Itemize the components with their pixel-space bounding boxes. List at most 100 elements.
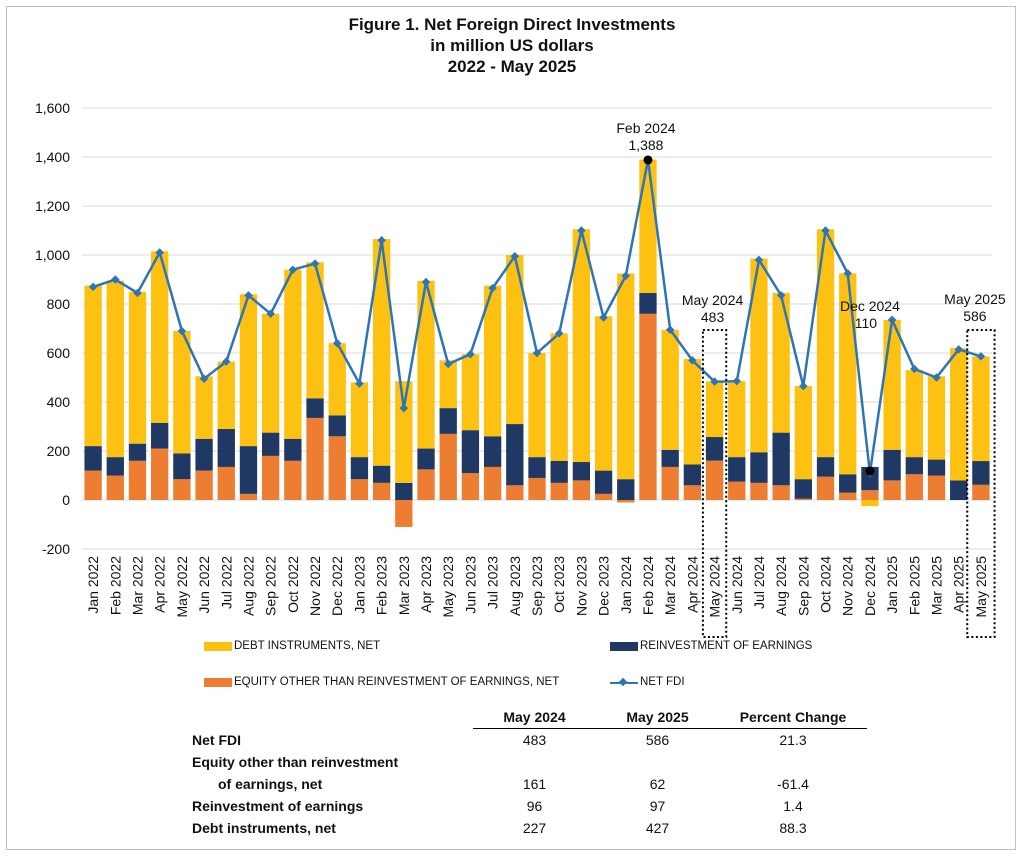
bar-reinvestment-of-earnings: [439, 408, 457, 434]
x-tick-label: Feb 2023: [374, 556, 390, 615]
bar-debt-instruments-net: [861, 500, 879, 507]
bar-reinvestment-of-earnings: [239, 446, 258, 494]
legend-swatch-reinvestment: [610, 641, 638, 651]
y-tick-label: 400: [47, 394, 71, 410]
bar-equity-other-than-reinvestment-of-earnings-net: [750, 482, 768, 500]
net-fdi-point: [887, 315, 897, 325]
bar-debt-instruments-net: [550, 333, 568, 461]
bar-reinvestment-of-earnings: [217, 428, 235, 467]
net-fdi-point: [222, 357, 231, 366]
x-tick-label: Nov 2022: [307, 556, 323, 616]
bar-equity-other-than-reinvestment-of-earnings-net: [372, 482, 391, 500]
fdi-chart: -200 0 200 400 600 800 1,000 1,200 1,400 1,600 Jan…: [35, 100, 1006, 638]
bar-reinvestment-of-earnings: [350, 457, 369, 480]
y-tick-label: 1,600: [35, 100, 70, 116]
annotation-may-2025-value: 586: [963, 308, 987, 324]
x-tick-label: Dec 2023: [596, 556, 612, 616]
legend-item-equity: EQUITY OTHER THAN REINVESTMENT OF EARNIN…: [204, 676, 559, 688]
bar-debt-instruments-net: [950, 348, 968, 481]
bar-reinvestment-of-earnings: [816, 457, 835, 477]
bar-debt-instruments-net: [128, 291, 147, 444]
table-row: Equity other than reinvestment: [192, 751, 867, 773]
cell-value: 88.3: [779, 820, 807, 836]
legend-swatch-equity: [204, 677, 232, 687]
bar-debt-instruments-net: [572, 229, 591, 463]
cell-value: 62: [649, 776, 666, 792]
x-tick-label: May 2025: [973, 556, 989, 618]
y-tick-label: 0: [62, 492, 70, 508]
bar-equity-other-than-reinvestment-of-earnings-net: [927, 475, 946, 500]
annotation-feb-2024-label: Feb 2024: [616, 120, 675, 136]
bar-reinvestment-of-earnings: [461, 430, 480, 474]
bar-debt-instruments-net: [927, 376, 946, 460]
table-header-row: May 2024 May 2025 Percent Change: [192, 706, 867, 729]
cell-value: 586: [645, 732, 670, 748]
net-fdi-point: [488, 283, 497, 293]
bar-equity-other-than-reinvestment-of-earnings-net: [395, 500, 413, 527]
y-tick-label: 800: [47, 296, 71, 312]
cell-value: 483: [522, 732, 547, 748]
net-fdi-point: [599, 313, 608, 322]
bar-debt-instruments-net: [217, 361, 235, 429]
bar-debt-instruments-net: [439, 360, 457, 409]
net-fdi-point: [799, 381, 808, 391]
legend-label-equity: EQUITY OTHER THAN REINVESTMENT OF EARNIN…: [234, 676, 560, 688]
net-fdi-point: [199, 374, 209, 383]
x-tick-label: Mar 2023: [396, 556, 412, 615]
bar-debt-instruments-net: [372, 239, 391, 466]
table-row: Net FDI 483 586 21.3: [192, 729, 867, 752]
bar-reinvestment-of-earnings: [128, 443, 147, 461]
bar-reinvestment-of-earnings: [705, 437, 724, 461]
chart-title-line-1: Figure 1. Net Foreign Direct Investments: [348, 15, 676, 34]
x-tick-label: Apr 2025: [951, 556, 967, 613]
bar-equity-other-than-reinvestment-of-earnings-net: [816, 476, 835, 500]
y-tick-label: -200: [42, 541, 70, 557]
net-fdi-point: [466, 349, 475, 359]
row-label: Reinvestment of earnings: [192, 798, 364, 814]
bar-reinvestment-of-earnings: [550, 460, 568, 483]
x-tick-label: Dec 2024: [862, 556, 878, 616]
bar-equity-other-than-reinvestment-of-earnings-net: [528, 477, 546, 500]
comparison-table: May 2024 May 2025 Percent Change Net FDI…: [192, 706, 867, 839]
annotation-may-2025-label: May 2025: [944, 291, 1006, 307]
bar-equity-other-than-reinvestment-of-earnings-net: [705, 460, 724, 500]
bar-equity-other-than-reinvestment-of-earnings-net: [594, 493, 613, 500]
bar-equity-other-than-reinvestment-of-earnings-net: [972, 484, 990, 500]
cell-value: -61.4: [777, 776, 809, 792]
bar-equity-other-than-reinvestment-of-earnings-net: [905, 474, 923, 500]
table-header: May 2024: [473, 706, 596, 729]
annotation-dec-2024-marker: [865, 466, 875, 476]
cell-value: 227: [522, 820, 547, 836]
x-tick-label: Mar 2022: [129, 556, 145, 615]
row-label: Debt instruments, net: [192, 820, 336, 836]
annotation-feb-2024-marker: [643, 155, 653, 165]
bar-equity-other-than-reinvestment-of-earnings-net: [84, 470, 102, 500]
row-label: of earnings, net: [218, 776, 323, 792]
x-tick-label: Jul 2022: [218, 556, 234, 609]
net-fdi-point: [88, 282, 98, 292]
bar-reinvestment-of-earnings: [883, 449, 901, 481]
net-fdi-point: [244, 291, 253, 300]
x-tick-label: May 2023: [440, 556, 456, 618]
net-fdi-point: [177, 326, 187, 336]
net-fdi-point: [843, 269, 852, 278]
x-tick-label: Feb 2022: [107, 556, 123, 615]
net-fdi-point: [976, 352, 986, 361]
bar-equity-other-than-reinvestment-of-earnings-net: [461, 473, 480, 500]
legend-label-debt: DEBT INSTRUMENTS, NET: [234, 640, 381, 652]
x-tick-label: Nov 2023: [573, 556, 589, 616]
bar-debt-instruments-net: [84, 285, 102, 447]
net-fdi-point: [910, 364, 919, 374]
bar-reinvestment-of-earnings: [794, 479, 812, 499]
bar-equity-other-than-reinvestment-of-earnings-net: [195, 470, 213, 500]
table-header: Percent Change: [719, 706, 867, 729]
net-fdi-point: [111, 275, 120, 284]
bar-debt-instruments-net: [395, 381, 413, 483]
bar-equity-other-than-reinvestment-of-earnings-net: [173, 479, 191, 500]
table-corner: [192, 706, 473, 729]
bar-debt-instruments-net: [639, 159, 657, 293]
x-tick-label: Jan 2025: [884, 556, 900, 614]
chart-title-line-3: 2022 - May 2025: [447, 57, 577, 76]
bar-reinvestment-of-earnings: [328, 415, 346, 437]
bar-debt-instruments-net: [528, 353, 546, 458]
